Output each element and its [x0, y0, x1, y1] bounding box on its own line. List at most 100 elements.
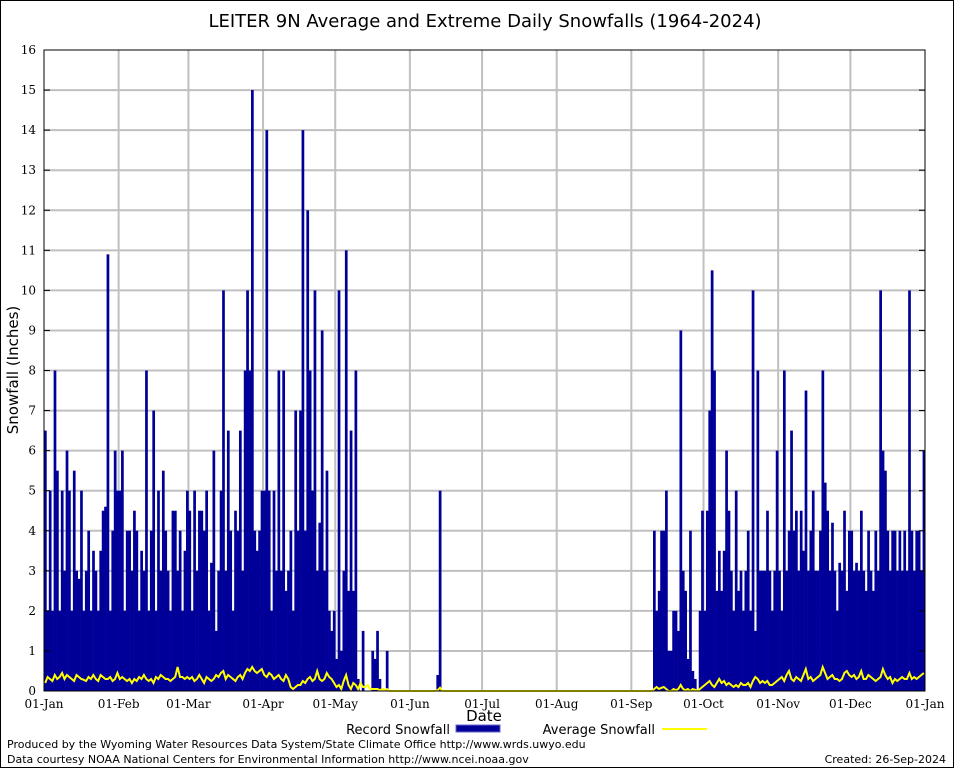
- record-bar: [72, 470, 76, 691]
- record-bar: [92, 550, 95, 691]
- record-bar: [149, 530, 153, 691]
- y-tick-label: 2: [28, 604, 36, 618]
- record-bar: [260, 490, 264, 691]
- record-bar: [766, 510, 769, 691]
- record-bar: [190, 610, 194, 692]
- record-bar: [210, 562, 213, 691]
- record-bar: [236, 530, 240, 691]
- y-tick-label: 1: [28, 644, 36, 658]
- y-tick-label: 15: [21, 83, 36, 97]
- record-bar: [337, 290, 341, 692]
- record-bar: [193, 490, 196, 691]
- record-bar: [819, 530, 822, 691]
- record-bar: [320, 330, 324, 691]
- record-bar: [782, 370, 786, 691]
- legend-average-label: Average Snowfall: [543, 723, 655, 738]
- record-bar: [708, 410, 712, 691]
- record-bar: [313, 290, 317, 692]
- record-bar: [306, 210, 310, 691]
- record-bar: [198, 510, 201, 691]
- record-bar: [667, 650, 671, 691]
- record-bar: [872, 590, 875, 691]
- record-bar: [347, 590, 351, 691]
- record-bar: [301, 130, 305, 692]
- record-bar: [202, 530, 206, 691]
- record-bar: [378, 678, 382, 691]
- x-tick-label: 01-Feb: [98, 697, 140, 711]
- record-bar: [746, 530, 750, 691]
- record-bar: [888, 570, 892, 691]
- x-tick-label: 01-Jan: [905, 697, 944, 711]
- record-bar: [294, 410, 298, 691]
- legend-record-label: Record Snowfall: [346, 723, 450, 738]
- x-tick-label: 01-Aug: [535, 697, 579, 711]
- record-bar: [768, 570, 772, 691]
- record-bar: [328, 610, 331, 692]
- record-bar: [58, 610, 62, 692]
- x-tick-label: 01-Dec: [829, 697, 872, 711]
- record-bar: [831, 522, 834, 691]
- record-bar: [217, 570, 221, 691]
- x-axis-ticks: 01-Jan 01-Feb 01-Mar 01-Apr 01-May 01-Jun 01-J…: [24, 697, 944, 711]
- record-bar: [679, 330, 683, 691]
- y-tick-label: 8: [28, 364, 36, 378]
- record-bar: [903, 530, 907, 691]
- record-bar: [171, 510, 175, 691]
- record-bar: [70, 610, 74, 692]
- record-bar: [881, 450, 885, 692]
- record-bar: [744, 570, 748, 691]
- y-tick-label: 14: [21, 123, 37, 137]
- record-bar: [296, 530, 300, 691]
- record-bar: [797, 570, 801, 691]
- record-bar: [811, 490, 815, 691]
- record-bar: [157, 490, 160, 691]
- record-bar: [730, 570, 733, 691]
- record-bar: [118, 490, 122, 691]
- record-bar: [684, 590, 687, 691]
- record-bar: [886, 530, 890, 691]
- record-bar: [773, 570, 777, 691]
- record-bar: [154, 610, 158, 692]
- record-bar: [272, 490, 276, 691]
- record-bar: [267, 490, 271, 691]
- record-bar: [56, 470, 59, 691]
- record-bar: [792, 530, 796, 691]
- record-bar: [183, 550, 187, 691]
- y-tick-label: 3: [28, 564, 36, 578]
- record-bar: [342, 570, 346, 691]
- record-bar: [289, 530, 293, 691]
- record-bar: [243, 370, 247, 691]
- record-bar: [282, 370, 286, 691]
- record-bar: [677, 630, 680, 691]
- record-bar: [65, 450, 69, 692]
- record-bar: [224, 570, 228, 691]
- record-bars: [44, 90, 926, 692]
- record-bar: [231, 610, 235, 692]
- record-bar: [361, 630, 365, 691]
- record-bar: [349, 430, 353, 691]
- record-bar: [804, 390, 808, 691]
- record-bar: [823, 482, 827, 691]
- y-tick-label: 16: [21, 43, 36, 57]
- record-bar: [674, 610, 678, 692]
- x-tick-label: 01-May: [312, 697, 358, 711]
- record-bar: [778, 570, 781, 691]
- record-bar: [758, 570, 762, 691]
- record-bar: [915, 530, 919, 691]
- x-tick-label: 01-Jun: [390, 697, 430, 711]
- record-bar: [142, 570, 146, 691]
- y-tick-label: 12: [21, 203, 36, 217]
- record-bar: [176, 570, 180, 691]
- record-bar: [104, 506, 107, 691]
- record-bar: [821, 370, 825, 691]
- record-bar: [219, 490, 223, 691]
- footer-data-courtesy: Data courtesy NOAA National Centers for …: [7, 753, 529, 766]
- record-bar: [727, 510, 731, 691]
- record-bar: [137, 610, 141, 692]
- record-bar: [660, 530, 663, 691]
- record-bar: [693, 678, 697, 691]
- record-bar: [116, 490, 119, 691]
- record-bar: [133, 510, 136, 691]
- record-bar: [799, 510, 803, 691]
- record-bar: [373, 658, 377, 691]
